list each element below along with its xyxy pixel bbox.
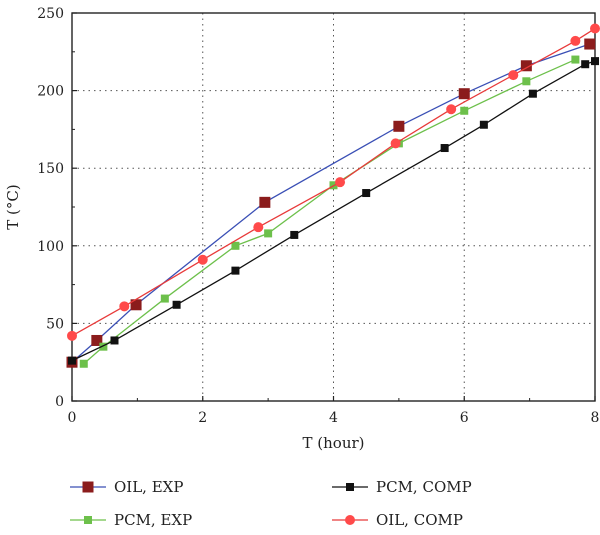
y-tick-label: 50: [46, 316, 64, 332]
data-point: [508, 70, 519, 81]
legend-label: PCM, COMP: [376, 478, 472, 496]
data-point: [130, 299, 142, 311]
x-tick-label: 6: [460, 410, 469, 426]
data-point: [522, 77, 531, 86]
x-axis-ticks: 0 2 4 6 8: [68, 396, 600, 426]
data-point: [99, 342, 108, 351]
y-axis-label: T (°C): [4, 184, 22, 229]
data-point: [68, 356, 76, 365]
data-point: [335, 177, 346, 188]
data-point: [82, 481, 94, 493]
legend-item: OIL, EXP: [70, 478, 183, 496]
y-tick-label: 250: [37, 6, 64, 22]
y-tick-label: 200: [37, 84, 64, 100]
data-point: [197, 254, 208, 265]
plot-frame: [71, 12, 596, 402]
data-point: [264, 229, 273, 238]
data-point: [479, 120, 488, 129]
data-point: [446, 104, 457, 115]
data-point: [528, 89, 537, 98]
series-layer: [66, 23, 600, 368]
series-line: [83, 58, 576, 365]
data-point: [362, 189, 371, 198]
legend-item: PCM, COMP: [332, 478, 472, 496]
y-tick-label: 100: [37, 239, 64, 255]
data-point: [290, 230, 299, 239]
series-line: [71, 43, 590, 363]
data-point: [520, 60, 532, 72]
axes: [71, 12, 596, 402]
data-point: [259, 196, 271, 208]
data-point: [172, 300, 181, 309]
data-point: [231, 266, 240, 275]
data-point: [440, 144, 449, 153]
legend-item: PCM, EXP: [70, 511, 192, 529]
legend-label: OIL, EXP: [114, 478, 183, 496]
data-point: [231, 241, 240, 250]
data-point: [110, 336, 119, 345]
data-point: [91, 334, 103, 346]
data-point: [160, 294, 169, 303]
legend-label: OIL, COMP: [376, 511, 463, 529]
series-0: [66, 38, 596, 368]
data-point: [581, 60, 590, 69]
data-point: [571, 55, 580, 64]
grid: [72, 13, 595, 401]
legend-label: PCM, EXP: [114, 511, 192, 529]
data-point: [79, 359, 88, 368]
data-point: [590, 23, 600, 34]
data-point: [346, 483, 354, 491]
x-tick-label: 2: [198, 410, 207, 426]
data-point: [84, 516, 92, 524]
data-point: [253, 222, 264, 233]
x-tick-label: 4: [329, 410, 338, 426]
data-point: [570, 35, 581, 46]
y-tick-label: 150: [37, 161, 64, 177]
y-axis-ticks: 0 50 100 150 200 250: [37, 6, 77, 410]
data-point: [345, 515, 355, 525]
series-2: [68, 57, 599, 365]
x-tick-label: 0: [68, 410, 77, 426]
data-point: [390, 138, 401, 149]
x-axis-label: T (hour): [303, 434, 365, 452]
series-3: [67, 23, 600, 341]
x-tick-label: 8: [591, 410, 600, 426]
data-point: [458, 88, 470, 100]
y-tick-label: 0: [55, 394, 64, 410]
data-point: [119, 301, 130, 312]
series-1: [79, 55, 580, 368]
data-point: [460, 106, 469, 115]
data-point: [393, 120, 405, 132]
legend: OIL, EXP PCM, EXP PCM, COMP OIL, COMP: [70, 478, 472, 529]
data-point: [67, 330, 77, 341]
data-point: [584, 38, 596, 50]
legend-item: OIL, COMP: [332, 511, 463, 529]
series-line: [71, 27, 596, 337]
data-point: [591, 57, 599, 66]
